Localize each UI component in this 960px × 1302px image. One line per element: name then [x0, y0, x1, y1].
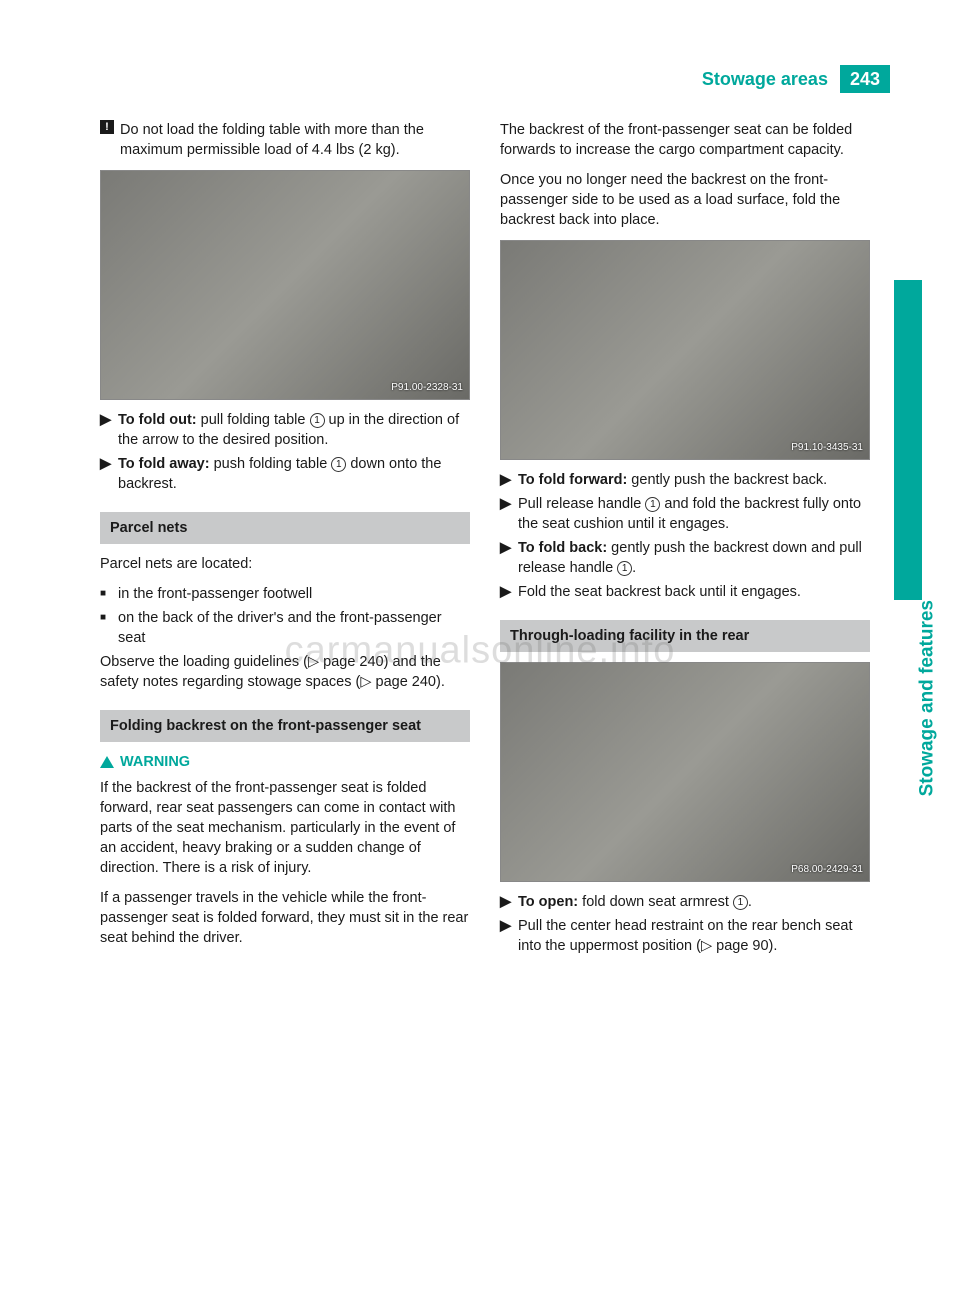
side-section-label: Stowage and features: [916, 600, 938, 796]
callout-1: 1: [617, 561, 632, 576]
intro-paragraph-1: The backrest of the front-passenger seat…: [500, 120, 870, 160]
content-body: ! Do not load the folding table with mor…: [100, 120, 890, 960]
arrow-icon: ▶: [500, 892, 518, 912]
warning-text: WARNING: [120, 752, 190, 772]
page-number: 243: [840, 65, 890, 93]
arrow-icon: ▶: [100, 410, 118, 450]
instruction-open: ▶ To open: fold down seat armrest 1.: [500, 892, 870, 912]
bullet-icon: ■: [100, 608, 118, 648]
figure-through-loading: P68.00-2429-31: [500, 662, 870, 882]
arrow-icon: ▶: [500, 494, 518, 534]
left-column: ! Do not load the folding table with mor…: [100, 120, 470, 960]
side-tab: [894, 280, 922, 600]
instruction-pull-handle: ▶ Pull release handle 1 and fold the bac…: [500, 494, 870, 534]
instruction-pull-center: ▶ Pull the center head restraint on the …: [500, 916, 870, 956]
instruction-fold-out: ▶ To fold out: pull folding table 1 up i…: [100, 410, 470, 450]
fold-away-label: To fold away:: [118, 456, 210, 472]
parcel-bullet-1: ■ in the front-passenger footwell: [100, 584, 470, 604]
arrow-icon: ▶: [500, 582, 518, 602]
caution-note: ! Do not load the folding table with mor…: [100, 120, 470, 160]
header-title: Stowage areas: [702, 65, 840, 93]
figure-label: P68.00-2429-31: [791, 863, 863, 877]
instruction-fold-away: ▶ To fold away: push folding table 1 dow…: [100, 454, 470, 494]
fold-forward-label: To fold forward:: [518, 472, 627, 488]
callout-1: 1: [733, 895, 748, 910]
open-label: To open:: [518, 894, 578, 910]
parcel-observe: Observe the loading guidelines (▷ page 2…: [100, 652, 470, 692]
section-through-loading: Through-loading facility in the rear: [500, 620, 870, 652]
parcel-intro: Parcel nets are located:: [100, 554, 470, 574]
arrow-icon: ▶: [100, 454, 118, 494]
figure-label: P91.00-2328-31: [391, 381, 463, 395]
arrow-icon: ▶: [500, 470, 518, 490]
figure-backrest: P91.10-3435-31: [500, 240, 870, 460]
caution-icon: !: [100, 120, 114, 134]
fold-out-label: To fold out:: [118, 412, 197, 428]
right-column: The backrest of the front-passenger seat…: [500, 120, 870, 960]
callout-1: 1: [331, 457, 346, 472]
caution-text: Do not load the folding table with more …: [120, 120, 470, 160]
figure-folding-table: P91.00-2328-31: [100, 170, 470, 400]
fold-back-label: To fold back:: [518, 540, 607, 556]
warning-paragraph-1: If the backrest of the front-passenger s…: [100, 778, 470, 878]
instruction-fold-seat: ▶ Fold the seat backrest back until it e…: [500, 582, 870, 602]
arrow-icon: ▶: [500, 916, 518, 956]
warning-triangle-icon: [100, 756, 114, 768]
bullet-icon: ■: [100, 584, 118, 604]
instruction-fold-back: ▶ To fold back: gently push the backrest…: [500, 538, 870, 578]
arrow-icon: ▶: [500, 538, 518, 578]
section-parcel-nets: Parcel nets: [100, 512, 470, 544]
callout-1: 1: [310, 413, 325, 428]
figure-label: P91.10-3435-31: [791, 441, 863, 455]
parcel-bullet-2: ■ on the back of the driver's and the fr…: [100, 608, 470, 648]
instruction-fold-forward: ▶ To fold forward: gently push the backr…: [500, 470, 870, 490]
page-header: Stowage areas 243: [702, 65, 890, 93]
warning-heading: WARNING: [100, 752, 470, 772]
intro-paragraph-2: Once you no longer need the backrest on …: [500, 170, 870, 230]
section-folding-backrest: Folding backrest on the front-passenger …: [100, 710, 470, 742]
callout-1: 1: [645, 497, 660, 512]
warning-paragraph-2: If a passenger travels in the vehicle wh…: [100, 888, 470, 948]
